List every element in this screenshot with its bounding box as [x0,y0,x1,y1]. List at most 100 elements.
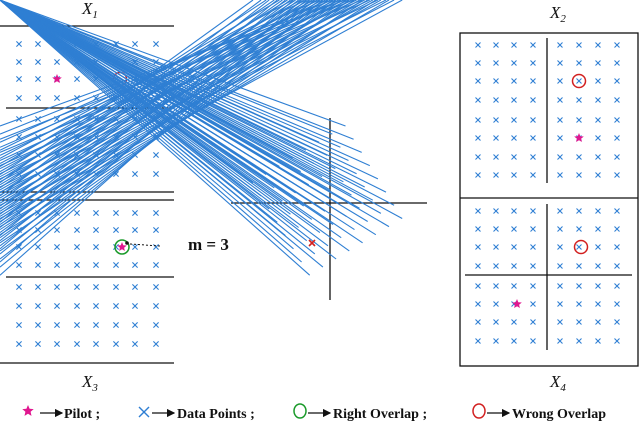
data-point-marker [93,284,99,290]
data-point-marker [475,283,481,289]
data-point-marker [35,322,41,328]
data-point-marker [614,172,620,178]
data-point-marker [557,263,563,269]
data-point-marker [475,154,481,160]
data-point-marker [16,284,22,290]
pilot-star-x4 [512,299,522,308]
data-point-marker [614,208,620,214]
data-point-marker [511,172,517,178]
data-point-marker [132,41,138,47]
data-point-marker [557,244,563,250]
wrong-overlap-circle-x2 [571,73,587,89]
panel-x1-label: X1 [81,0,98,21]
data-points-x2 [475,42,620,178]
data-point-marker [0,0,346,127]
data-point-marker [530,263,536,269]
data-point-marker [475,208,481,214]
data-point-marker [530,283,536,289]
data-point-marker [530,319,536,325]
data-point-marker [475,60,481,66]
data-point-marker [557,154,563,160]
data-point-marker [530,154,536,160]
data-point-marker [153,341,159,347]
data-point-marker [16,95,22,101]
data-point-marker [511,208,517,214]
data-point-marker [530,117,536,123]
data-point-marker [74,76,80,82]
data-point-marker [35,95,41,101]
data-point-marker [614,60,620,66]
data-point-marker [511,226,517,232]
data-point-marker [54,244,60,250]
data-point-marker [614,244,620,250]
data-point-marker [557,78,563,84]
legend: Pilot ; Data Points ; Right Overlap ; Wr… [22,403,606,422]
data-point-marker [595,301,601,307]
wrong-overlap-circle-x4 [573,239,589,255]
data-point-marker [74,244,80,250]
data-point-marker [153,152,159,158]
data-point-marker [530,208,536,214]
data-point-marker [493,319,499,325]
data-point-marker [493,301,499,307]
green-circle-icon [293,403,307,419]
panel-x3: X3 [0,199,174,394]
data-point-marker [614,301,620,307]
data-point-marker [576,244,582,250]
data-point-marker [595,117,601,123]
data-point-marker [576,283,582,289]
pilot-star-icon [512,299,522,308]
data-point-marker [614,42,620,48]
data-point-marker [113,244,119,250]
data-point-marker [93,341,99,347]
data-point-marker [153,210,159,216]
data-point-marker [153,303,159,309]
data-point-marker [557,226,563,232]
data-point-marker [16,303,22,309]
data-point-marker [557,301,563,307]
data-point-marker [35,284,41,290]
data-point-marker [511,78,517,84]
center-constellation [0,0,427,300]
data-point-marker [595,263,601,269]
data-point-marker [595,319,601,325]
panel-x4-label: X4 [549,372,566,394]
data-point-marker [153,284,159,290]
data-point-marker [475,97,481,103]
data-point-marker [74,227,80,233]
data-point-marker [493,97,499,103]
data-point-marker [576,208,582,214]
data-point-marker [74,341,80,347]
data-point-marker [493,338,499,344]
data-point-marker [614,154,620,160]
data-point-marker [54,303,60,309]
data-point-marker [0,0,387,193]
data-point-marker [511,117,517,123]
legend-data-points-label: Data Points ; [177,407,255,422]
data-point-marker [511,97,517,103]
data-point-marker [511,42,517,48]
pilot-star-icon [574,133,584,142]
data-point-marker [93,262,99,268]
data-point-marker [74,262,80,268]
data-point-marker [576,301,582,307]
data-point-marker [576,226,582,232]
data-point-marker [576,42,582,48]
data-point-marker [493,78,499,84]
data-point-marker [475,244,481,250]
pilot-star-x1 [52,74,62,83]
data-point-marker [493,154,499,160]
data-point-marker [614,263,620,269]
data-point-marker [511,283,517,289]
data-point-marker [113,322,119,328]
cross-icon [138,406,150,418]
data-point-marker [557,319,563,325]
data-point-marker [493,172,499,178]
data-point-marker [576,60,582,66]
data-point-marker [93,210,99,216]
data-point-marker [35,244,41,250]
data-point-marker [35,303,41,309]
data-point-marker [475,301,481,307]
data-point-marker [576,263,582,269]
data-point-marker [475,338,481,344]
